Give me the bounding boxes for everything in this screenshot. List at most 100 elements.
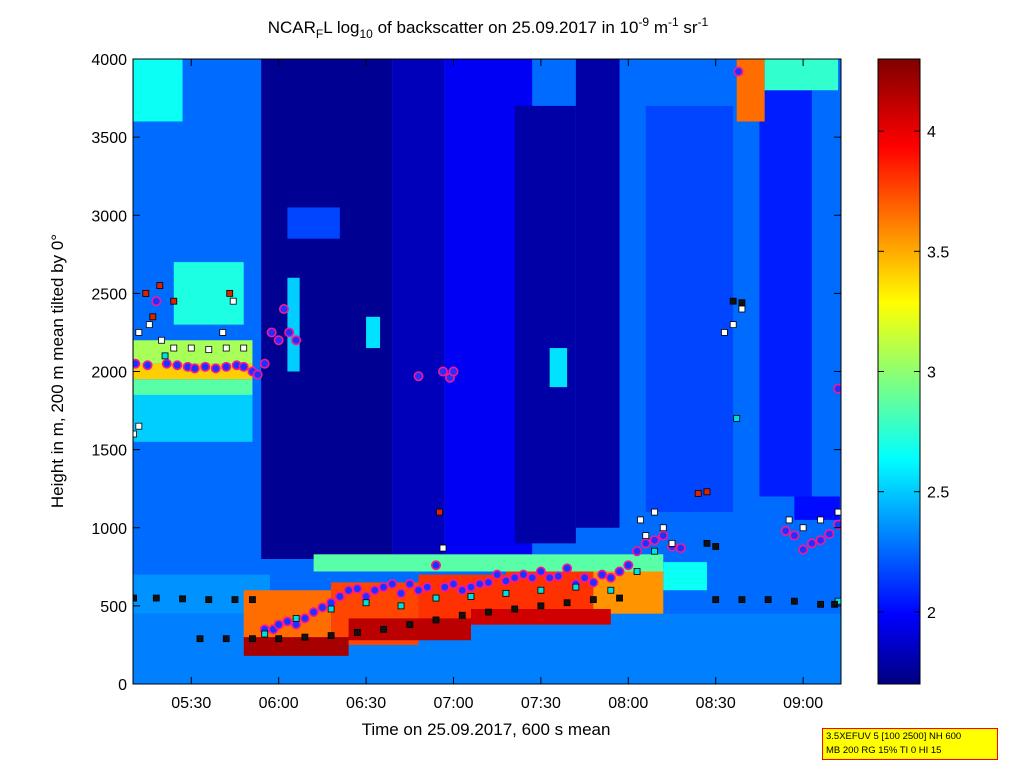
heatmap-region <box>133 394 253 442</box>
backscatter-circle-marker <box>396 588 407 599</box>
layer-square-marker <box>145 321 153 329</box>
colorbar-tick-label: 2 <box>927 605 936 622</box>
backscatter-circle-marker <box>278 303 289 314</box>
layer-square-marker <box>834 508 841 516</box>
layer-square-marker <box>589 596 597 604</box>
layer-square-marker <box>721 329 728 336</box>
backscatter-circle-marker <box>806 538 817 549</box>
heatmap-region <box>392 59 445 567</box>
backscatter-circle-marker <box>431 560 442 571</box>
backscatter-circle-marker <box>535 566 546 577</box>
backscatter-circle-marker <box>527 572 538 583</box>
layer-square-marker <box>607 586 615 594</box>
heatmap-region <box>133 340 253 364</box>
layer-square-marker <box>764 596 772 604</box>
colorbar: 2 2.5 3 3.5 4 <box>877 58 949 685</box>
layer-square-marker <box>439 544 447 552</box>
backscatter-circle-marker <box>221 361 232 372</box>
heatmap-region <box>794 496 840 520</box>
info-line-1: 3.5XEFUV 5 [100 2500] NH 600 <box>826 731 962 742</box>
backscatter-circle-marker <box>369 585 380 596</box>
layer-square-marker <box>327 605 335 613</box>
backscatter-circle-marker <box>259 358 270 369</box>
layer-square-marker <box>327 632 335 639</box>
heatmap-region <box>575 59 620 528</box>
backscatter-circle-marker <box>282 616 293 627</box>
backscatter-circle-marker <box>172 360 183 371</box>
layer-square-marker <box>738 305 746 313</box>
x-axis-label: Time on 25.09.2017, 600 s mean <box>362 720 611 739</box>
backscatter-circle-marker <box>378 582 389 593</box>
heatmap-region <box>287 277 300 372</box>
backscatter-circle-marker <box>518 569 529 580</box>
layer-square-marker <box>135 422 143 430</box>
layer-square-marker <box>152 594 160 602</box>
layer-square-marker <box>668 539 676 547</box>
layer-square-marker <box>790 597 798 605</box>
backscatter-circle-marker <box>833 519 841 530</box>
layer-square-marker <box>637 516 644 524</box>
x-axis: 05:30 06:00 06:30 07:00 07:30 08:00 08:30 09:00 <box>171 59 823 712</box>
backscatter-circle-marker <box>404 578 415 589</box>
backscatter-circle-marker <box>439 582 450 593</box>
layer-square-marker <box>229 297 237 305</box>
layer-square-marker <box>712 596 720 604</box>
backscatter-circle-marker <box>299 613 310 624</box>
backscatter-circle-marker <box>317 602 328 613</box>
layer-square-marker <box>161 352 169 360</box>
layer-square-marker <box>133 430 137 438</box>
layer-square-marker <box>249 596 256 604</box>
backscatter-circle-marker <box>343 585 354 596</box>
y-tick-label: 0 <box>118 677 127 694</box>
layer-square-marker <box>831 600 838 608</box>
backscatter-circle-marker <box>200 361 211 372</box>
layer-square-marker <box>196 635 204 643</box>
layer-square-marker <box>380 625 387 633</box>
layer-square-marker <box>537 586 545 594</box>
heatmap-region <box>313 554 664 572</box>
layer-square-marker <box>205 346 213 354</box>
title-sub2: 10 <box>360 27 374 41</box>
backscatter-circle-marker <box>780 525 791 536</box>
layer-square-marker <box>738 596 746 604</box>
layer-square-marker <box>179 595 186 603</box>
layer-square-marker <box>729 297 737 305</box>
layer-square-marker <box>219 329 227 336</box>
backscatter-circle-marker <box>291 335 302 346</box>
backscatter-circle-marker <box>352 583 363 594</box>
layer-square-marker <box>226 289 234 297</box>
backscatter-circle-marker <box>492 569 503 580</box>
backscatter-circle-marker <box>413 585 424 596</box>
layer-square-marker <box>156 282 164 289</box>
backscatter-circle-marker <box>161 358 172 369</box>
title-sup2: -1 <box>668 15 679 29</box>
backscatter-circle-marker <box>142 360 153 371</box>
layer-square-marker <box>633 568 641 575</box>
layer-square-marker <box>738 299 746 307</box>
layer-square-marker <box>651 508 658 516</box>
layer-square-marker <box>572 583 580 591</box>
colorbar-tick-label: 3.5 <box>927 244 949 261</box>
x-tick-label: 07:30 <box>521 695 561 712</box>
title-prefix: NCAR <box>268 18 316 37</box>
layer-square-marker <box>142 289 150 297</box>
title-mid2: of backscatter on 25.09.2017 in 10 <box>373 18 639 37</box>
heatmap-region <box>366 316 381 349</box>
layer-square-marker <box>149 313 157 321</box>
heatmap-region <box>243 637 349 656</box>
heatmap-region <box>759 90 812 497</box>
layer-square-marker <box>616 594 623 602</box>
backscatter-circle-marker <box>483 577 494 588</box>
backscatter-circle-marker <box>448 366 459 377</box>
backscatter-circle-marker <box>284 327 295 338</box>
layer-square-marker <box>703 488 711 496</box>
y-axis-label: Height in m, 200 m mean tilted by 0° <box>48 234 67 508</box>
backscatter-circle-marker <box>579 572 590 583</box>
backscatter-circle-marker <box>798 544 809 555</box>
x-tick-label: 08:30 <box>696 695 736 712</box>
backscatter-circle-marker <box>238 361 249 372</box>
chart-title: NCARFL log10 of backscatter on 25.09.201… <box>268 15 709 41</box>
backscatter-circle-marker <box>597 569 608 580</box>
backscatter-circle-marker <box>465 582 476 593</box>
